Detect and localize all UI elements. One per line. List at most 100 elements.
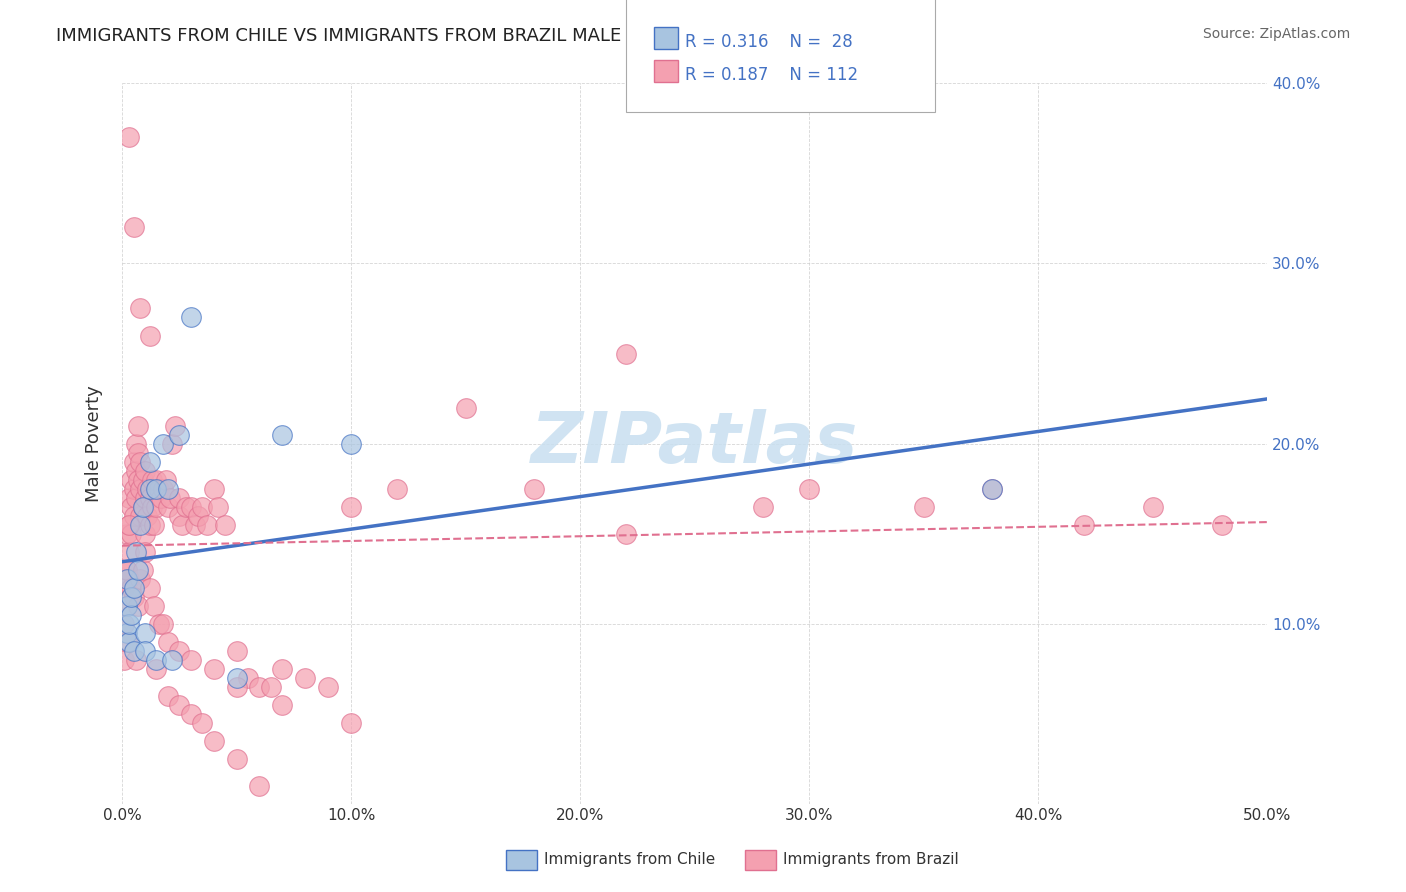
Point [127, 445, 149, 459]
Point [523, 482, 546, 496]
Point [981, 482, 1004, 496]
Point [115, 526, 138, 541]
Point [145, 662, 167, 676]
Point [125, 544, 148, 558]
Point [129, 482, 152, 496]
Point [202, 482, 225, 496]
Point [134, 643, 156, 657]
Point [340, 715, 363, 730]
Point [129, 454, 152, 468]
Point [118, 616, 141, 631]
Point [202, 733, 225, 747]
Point [115, 634, 138, 648]
Point [122, 482, 145, 496]
Point [156, 500, 179, 514]
Point [127, 599, 149, 613]
Point [122, 508, 145, 523]
Point [118, 491, 141, 505]
Point [271, 698, 294, 712]
Point [134, 491, 156, 505]
Point [207, 500, 229, 514]
Point [180, 310, 202, 325]
Point [170, 517, 193, 532]
Point [202, 662, 225, 676]
Point [174, 500, 197, 514]
Text: IMMIGRANTS FROM CHILE VS IMMIGRANTS FROM BRAZIL MALE POVERTY CORRELATION CHART: IMMIGRANTS FROM CHILE VS IMMIGRANTS FROM… [56, 27, 910, 45]
Point [340, 500, 363, 514]
Point [152, 436, 174, 450]
Point [122, 454, 145, 468]
Point [122, 581, 145, 595]
Point [138, 517, 160, 532]
Point [385, 482, 408, 496]
Point [195, 517, 218, 532]
Point [225, 643, 247, 657]
Point [141, 473, 163, 487]
Point [225, 671, 247, 685]
Point [131, 500, 153, 514]
Point [138, 491, 160, 505]
Point [129, 508, 152, 523]
Point [169, 643, 191, 657]
Point [122, 590, 145, 604]
Point [120, 526, 142, 541]
Point [131, 563, 153, 577]
Point [145, 652, 167, 666]
Point [138, 482, 160, 496]
Point [454, 401, 477, 415]
Point [136, 508, 159, 523]
Point [156, 689, 179, 703]
Point [145, 473, 167, 487]
Point [159, 491, 181, 505]
Point [180, 500, 202, 514]
Point [249, 779, 271, 793]
Point [118, 517, 141, 532]
Point [169, 427, 191, 442]
Point [120, 581, 142, 595]
Point [143, 517, 166, 532]
Point [125, 652, 148, 666]
Point [129, 572, 152, 586]
Text: Immigrants from Chile: Immigrants from Chile [544, 853, 716, 867]
Point [112, 581, 135, 595]
Point [225, 751, 247, 765]
Point [122, 643, 145, 657]
Point [112, 616, 135, 631]
Point [340, 436, 363, 450]
Point [131, 473, 153, 487]
Point [125, 436, 148, 450]
Point [191, 715, 214, 730]
Point [136, 482, 159, 496]
Point [150, 491, 173, 505]
Point [162, 652, 184, 666]
Point [169, 508, 191, 523]
Point [148, 482, 170, 496]
Point [134, 464, 156, 478]
Point [134, 625, 156, 640]
Point [127, 563, 149, 577]
Point [129, 517, 152, 532]
Point [169, 491, 191, 505]
Point [125, 491, 148, 505]
Y-axis label: Male Poverty: Male Poverty [86, 385, 103, 502]
Point [115, 599, 138, 613]
Point [294, 671, 316, 685]
Point [152, 616, 174, 631]
Point [118, 572, 141, 586]
Point [118, 634, 141, 648]
Point [225, 680, 247, 694]
Point [115, 563, 138, 577]
Point [180, 706, 202, 721]
Point [138, 454, 160, 468]
Point [236, 671, 259, 685]
Point [125, 464, 148, 478]
Point [134, 544, 156, 558]
Point [184, 517, 207, 532]
Text: Source: ZipAtlas.com: Source: ZipAtlas.com [1202, 27, 1350, 41]
Point [120, 590, 142, 604]
Point [138, 581, 160, 595]
Point [155, 473, 177, 487]
Point [169, 698, 191, 712]
Point [156, 634, 179, 648]
Point [143, 599, 166, 613]
